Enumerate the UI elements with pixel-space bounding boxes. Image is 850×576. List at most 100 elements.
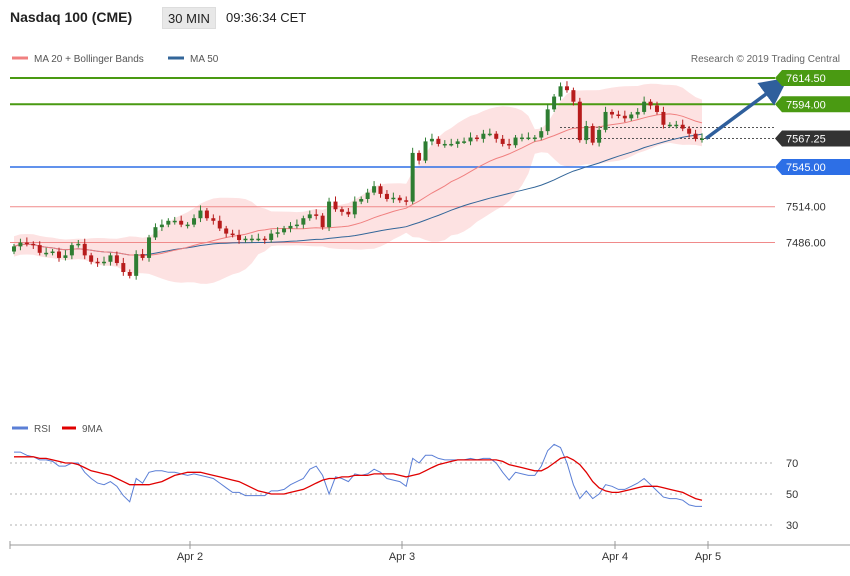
x-tick-label: Apr 5 [695,551,721,563]
candle-body [333,201,338,210]
candle-body [243,238,248,241]
candle-body [69,245,74,256]
level-tag [775,70,850,86]
candle-body [288,225,293,229]
x-tick-label: Apr 3 [389,551,415,563]
timestamp: 09:36:34 CET [226,10,307,25]
main-legend: MA 20 + Bollinger Bands MA 50 Research ©… [12,54,840,65]
candle-body [57,251,62,258]
candle-body [687,128,692,134]
bollinger-band-area [14,83,702,284]
candle-body [674,124,679,127]
candle-body [700,138,704,141]
candle-body [179,220,184,225]
candle-body [404,200,409,202]
candle-body [31,243,36,246]
candle-body [327,201,332,228]
candle-body [89,255,94,262]
candle-body [121,263,126,273]
level-label: 7514.00 [786,202,826,214]
level-tag [775,159,850,175]
candle-body [314,214,319,216]
candle-body [50,251,55,254]
candle-body [539,131,544,138]
candle-body [577,101,582,141]
candle-body [352,201,357,215]
candle-body [648,101,653,106]
rsi-ma9-line [14,456,703,501]
candle-body [192,218,197,225]
rsi-line [14,443,702,507]
candle-body [301,218,306,225]
rsi-legend: RSI 9MA [12,424,103,435]
candle-body [12,246,16,252]
candle-body [230,233,235,236]
candle-body [147,237,152,258]
level-label: 7486.00 [786,238,826,250]
candle-body [198,210,203,219]
candle-body [44,252,49,255]
candle-body [571,90,576,102]
candle-body [114,255,119,264]
candle-body [172,220,177,223]
copyright-text: Research © 2019 Trading Central [691,54,840,65]
candle-body [294,224,299,227]
candle-body [667,124,672,127]
candle-body [275,232,280,234]
candle-body [654,105,659,112]
candle-body [37,245,42,253]
candle-body [584,126,589,141]
candle-body [468,137,473,142]
candle-body [629,114,634,119]
candle-body [442,143,447,146]
candle-body [378,186,383,194]
ma9-legend-label: 9MA [82,424,103,435]
candle-body [532,137,537,140]
candle-body [417,152,422,161]
level-labels: 7614.50 7594.00 7567.25 7545.00 7514.00 7486.… [775,70,850,250]
candle-body [185,224,190,227]
candle-body [359,199,364,202]
candle-body [108,255,113,262]
candle-body [661,111,666,125]
candle-body [346,211,351,215]
level-tag [775,96,850,113]
candle-body [95,261,100,264]
ma20-legend-label: MA 20 + Bollinger Bands [34,54,144,65]
candle-body [307,214,312,219]
candle-body [269,233,274,240]
candle-body [211,218,216,221]
x-tick-label: Apr 4 [602,551,628,563]
rsi-tick-label: 50 [786,489,798,501]
candle-body [249,238,254,241]
candle-body [500,138,505,144]
candle-body [622,115,627,119]
candle-body [513,137,518,146]
candle-body [526,137,531,140]
candle-body [127,272,132,276]
chart-title: Nasdaq 100 (CME) [10,9,133,25]
candle-body [63,255,68,258]
candle-body [282,228,287,233]
candle-body [365,192,370,200]
candle-body [609,111,614,115]
candle-body [217,220,222,229]
level-tag [775,130,850,147]
candle-body [603,111,608,130]
candle-body [455,141,460,144]
candle-body [616,114,621,116]
candle-body [564,86,569,91]
candle-body [320,215,325,228]
candle-body [481,133,486,139]
candle-body [224,228,229,234]
candlestick-series [12,81,704,280]
level-label: 7614.50 [786,73,826,85]
timeframe-button[interactable]: 30 MIN [162,7,216,29]
candle-body [642,101,647,112]
candle-body [410,152,415,202]
rsi-tick-label: 70 [786,458,798,470]
x-axis: Apr 2 Apr 3 Apr 4 Apr 5 [9,541,850,563]
candle-body [237,234,242,240]
projection-arrow [704,77,789,140]
